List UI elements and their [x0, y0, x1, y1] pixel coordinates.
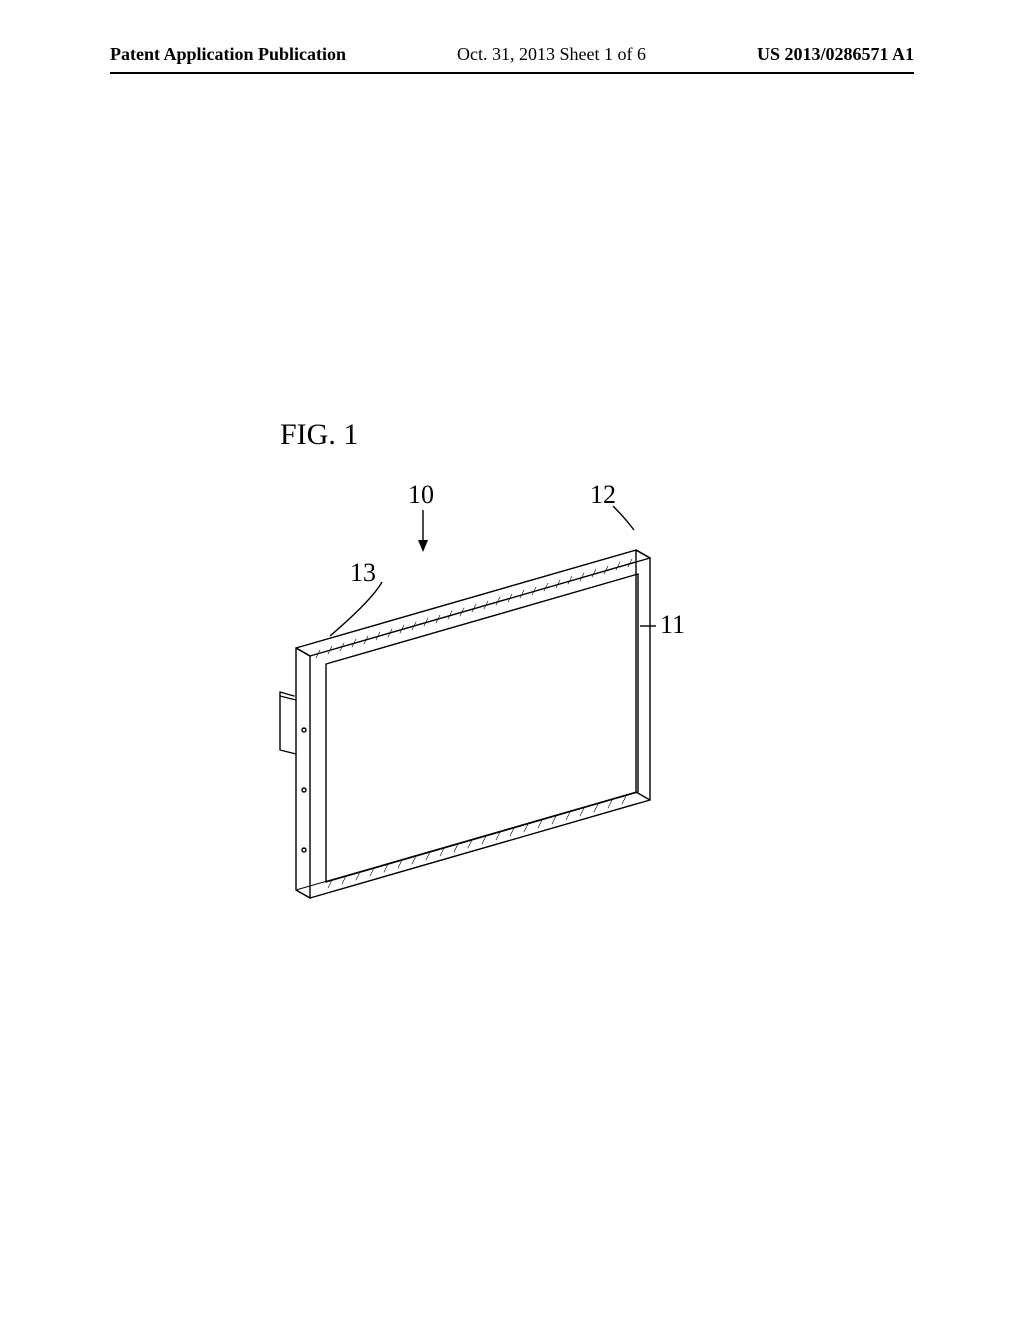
page: Patent Application Publication Oct. 31, …	[0, 0, 1024, 1320]
leader-lines	[0, 0, 1024, 1320]
